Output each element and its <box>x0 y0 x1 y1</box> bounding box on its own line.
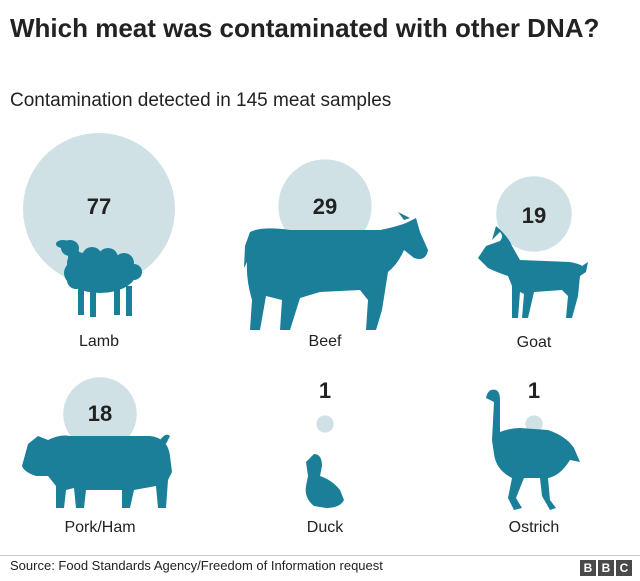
bbc-logo-letter: C <box>616 560 632 576</box>
category-label: Lamb <box>79 333 119 350</box>
source-note: Source: Food Standards Agency/Freedom of… <box>10 558 383 573</box>
ostrich-icon <box>486 389 580 510</box>
value-bubble <box>63 377 137 451</box>
data-label: 1 <box>319 378 331 403</box>
category-label: Ostrich <box>509 519 560 536</box>
data-label: 18 <box>88 401 112 426</box>
value-bubble <box>316 415 334 433</box>
bubble-chart: 77 Lamb 29 Beef 19 Goat 18 Pork/Ham 1 Duck 1 O… <box>22 133 588 536</box>
cow-icon <box>244 212 428 330</box>
chart-title: Which meat was contaminated with other D… <box>10 13 600 43</box>
pig-icon <box>22 434 172 508</box>
goat-icon <box>478 226 588 318</box>
bbc-logo: B B C <box>580 560 632 576</box>
bbc-logo-letter: B <box>598 560 614 576</box>
category-label: Duck <box>307 519 344 536</box>
data-label: 29 <box>313 194 337 219</box>
category-label: Goat <box>517 334 552 351</box>
data-label: 77 <box>87 194 111 219</box>
duck-icon <box>305 454 344 508</box>
value-bubble <box>525 415 543 433</box>
bbc-logo-letter: B <box>580 560 596 576</box>
sheep-icon <box>56 240 142 317</box>
data-label: 19 <box>522 203 546 228</box>
data-label: 1 <box>528 378 540 403</box>
footer-divider <box>0 555 640 556</box>
category-label: Pork/Ham <box>64 519 135 536</box>
value-bubble <box>496 176 572 252</box>
value-bubble <box>278 159 372 253</box>
chart-subtitle: Contamination detected in 145 meat sampl… <box>10 90 392 111</box>
category-label: Beef <box>309 333 342 350</box>
